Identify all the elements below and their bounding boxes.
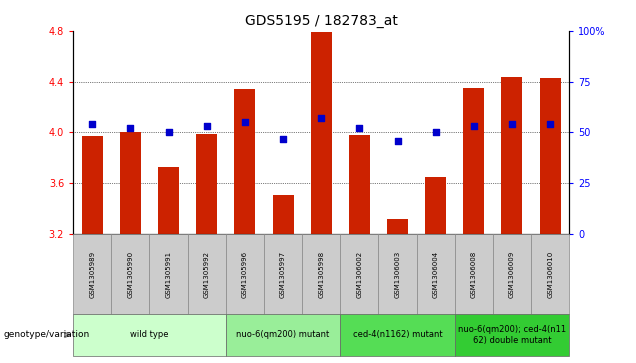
Bar	[349, 135, 370, 234]
Point	[240, 119, 250, 125]
Text: nuo-6(qm200); ced-4(n11
62) double mutant: nuo-6(qm200); ced-4(n11 62) double mutan…	[458, 325, 566, 344]
Bar	[235, 89, 256, 234]
Text: GSM1305990: GSM1305990	[127, 250, 134, 298]
Point	[316, 115, 326, 121]
Text: GSM1306009: GSM1306009	[509, 250, 515, 298]
Point	[87, 122, 97, 127]
Bar	[311, 32, 332, 234]
Point	[278, 136, 288, 142]
Point	[507, 122, 517, 127]
Bar	[387, 219, 408, 234]
Text: GSM1306004: GSM1306004	[432, 250, 439, 298]
Title: GDS5195 / 182783_at: GDS5195 / 182783_at	[245, 15, 398, 28]
Text: GSM1306008: GSM1306008	[471, 250, 477, 298]
Point	[202, 123, 212, 129]
Text: wild type: wild type	[130, 330, 169, 339]
Point	[354, 126, 364, 131]
Text: GSM1306002: GSM1306002	[356, 250, 363, 298]
Bar	[81, 136, 103, 234]
Text: GSM1305992: GSM1305992	[204, 250, 210, 298]
Text: genotype/variation: genotype/variation	[3, 330, 90, 339]
Text: GSM1306003: GSM1306003	[394, 250, 401, 298]
Text: GSM1305989: GSM1305989	[89, 250, 95, 298]
Text: GSM1305996: GSM1305996	[242, 250, 248, 298]
Point	[392, 138, 403, 143]
Text: nuo-6(qm200) mutant: nuo-6(qm200) mutant	[237, 330, 329, 339]
Point	[469, 123, 479, 129]
Text: GSM1305997: GSM1305997	[280, 250, 286, 298]
Bar	[540, 78, 561, 234]
Bar	[501, 77, 523, 234]
Point	[545, 122, 555, 127]
Bar	[120, 132, 141, 234]
Bar	[463, 88, 485, 234]
Bar	[425, 177, 446, 234]
Point	[163, 130, 174, 135]
Text: GSM1306010: GSM1306010	[547, 250, 553, 298]
Point	[125, 126, 135, 131]
Point	[431, 130, 441, 135]
Bar	[197, 134, 218, 234]
Bar	[273, 195, 294, 234]
Text: GSM1305991: GSM1305991	[165, 250, 172, 298]
Text: GSM1305998: GSM1305998	[318, 250, 324, 298]
Text: ced-4(n1162) mutant: ced-4(n1162) mutant	[353, 330, 442, 339]
Bar	[158, 167, 179, 234]
